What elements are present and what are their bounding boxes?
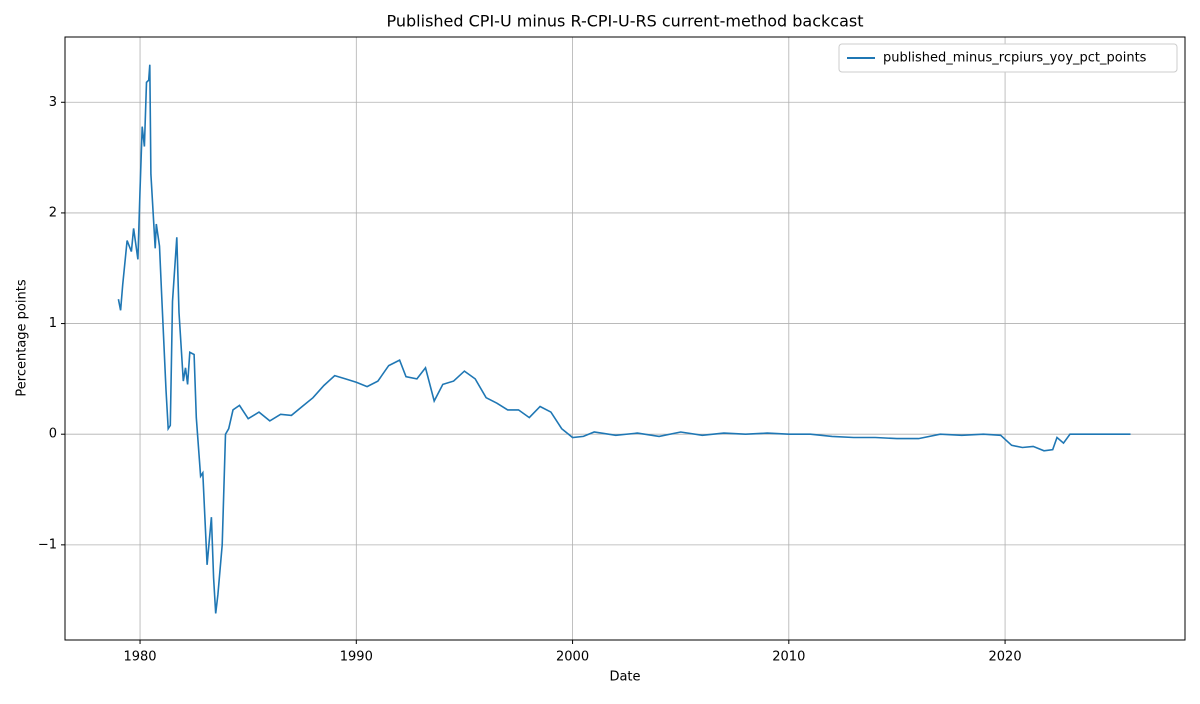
x-tick-label: 1980 [123,650,156,665]
legend-box [838,43,1178,73]
x-axis-label: Date [609,670,640,685]
y-tick-label: 3 [49,95,57,110]
y-tick-label: −1 [38,537,57,552]
plot-frame [64,36,1186,641]
x-tick-label: 2000 [556,650,589,665]
x-tick-label: 1990 [340,650,373,665]
legend-label: published_minus_rcpiurs_yoy_pct_points [883,51,1147,66]
x-tick-label: 2020 [989,650,1022,665]
data-line [117,64,1131,614]
y-tick-label: 0 [49,427,57,442]
x-tick-label: 2010 [772,650,805,665]
y-tick-label: 2 [49,205,57,220]
chart-title: Published CPI-U minus R-CPI-U-RS current… [387,12,864,31]
y-axis-label: Percentage points [15,279,30,396]
y-tick-label: 1 [49,316,57,331]
